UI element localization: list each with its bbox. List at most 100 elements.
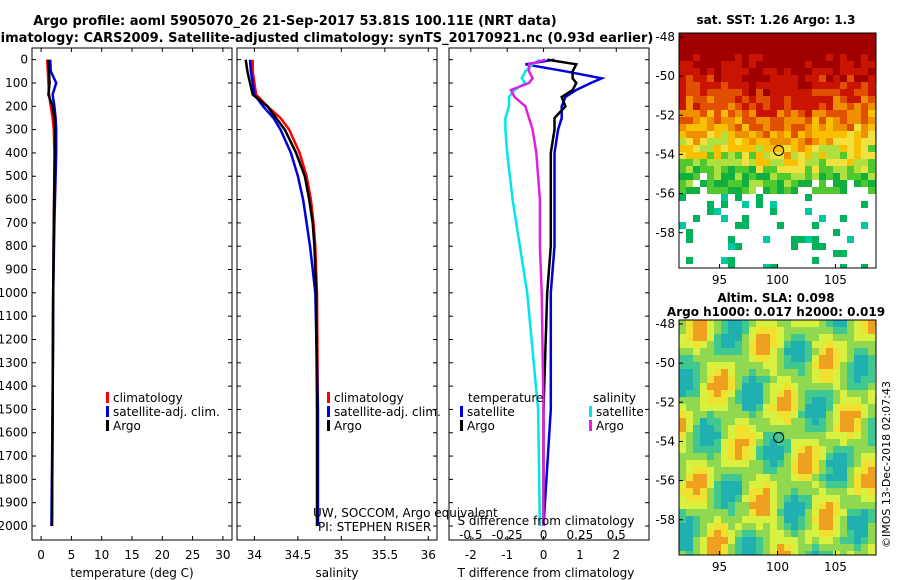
- map-cell: [679, 383, 686, 390]
- map-cell: [728, 383, 735, 390]
- map-cell: [686, 75, 693, 82]
- map-cell: [840, 82, 847, 89]
- map-cell: [861, 446, 868, 453]
- map-cell: [861, 208, 868, 215]
- map-cell: [805, 502, 812, 509]
- map-cell: [826, 523, 833, 530]
- map-cell: [847, 159, 854, 166]
- map-cell: [861, 390, 868, 397]
- map-cell: [763, 327, 770, 334]
- map-cell: [805, 201, 812, 208]
- map-cell: [707, 334, 714, 341]
- map-cell: [770, 446, 777, 453]
- map-cell: [714, 446, 721, 453]
- map-cell: [693, 236, 700, 243]
- map-cell: [763, 131, 770, 138]
- map-cell: [756, 110, 763, 117]
- map-cell: [707, 89, 714, 96]
- map-cell: [693, 523, 700, 530]
- map-cell: [805, 47, 812, 54]
- map-cell: [861, 124, 868, 131]
- map-cell: [749, 481, 756, 488]
- map-cell: [826, 96, 833, 103]
- map-y-tick-label: -48: [655, 317, 675, 331]
- map-cell: [742, 40, 749, 47]
- map-cell: [854, 376, 861, 383]
- map-cell: [763, 187, 770, 194]
- map-cell: [868, 68, 875, 75]
- map-cell: [742, 516, 749, 523]
- map-cell: [770, 425, 777, 432]
- map-cell: [812, 383, 819, 390]
- map-cell: [721, 138, 728, 145]
- series-line-argo: [47, 59, 57, 527]
- map-cell: [714, 33, 721, 40]
- map-cell: [784, 376, 791, 383]
- map-cell: [693, 362, 700, 369]
- map-cell: [812, 47, 819, 54]
- map-cell: [770, 495, 777, 502]
- map-cell: [763, 362, 770, 369]
- map-cell: [763, 159, 770, 166]
- map-cell: [833, 341, 840, 348]
- map-cell: [728, 544, 735, 551]
- map-cell: [693, 187, 700, 194]
- map-cell: [742, 453, 749, 460]
- map-x-tick-label: 105: [824, 273, 847, 287]
- map-cell: [749, 551, 756, 555]
- map-cell: [826, 103, 833, 110]
- map-cell: [784, 138, 791, 145]
- map-cell: [847, 124, 854, 131]
- map-cell: [707, 103, 714, 110]
- map-cell: [742, 138, 749, 145]
- map-cell: [833, 474, 840, 481]
- map-cell: [686, 341, 693, 348]
- depth-tick-label: 900: [5, 263, 28, 277]
- map-cell: [693, 544, 700, 551]
- map-cell: [749, 411, 756, 418]
- map-cell: [819, 467, 826, 474]
- map-cell: [868, 390, 875, 397]
- map-cell: [693, 502, 700, 509]
- map-cell: [812, 453, 819, 460]
- map-x-tick-label: 100: [766, 560, 789, 574]
- map-cell: [686, 152, 693, 159]
- map-cell: [812, 96, 819, 103]
- map-cell: [840, 495, 847, 502]
- map-cell: [819, 348, 826, 355]
- map-cell: [721, 47, 728, 54]
- map-cell: [826, 530, 833, 537]
- map-cell: [826, 509, 833, 516]
- map-cell: [721, 166, 728, 173]
- map-cell: [812, 103, 819, 110]
- map-cell: [812, 40, 819, 47]
- map-cell: [763, 47, 770, 54]
- map-cell: [791, 194, 798, 201]
- map-cell: [770, 145, 777, 152]
- series-line-s-satellite: [504, 58, 542, 527]
- map-cell: [812, 264, 819, 268]
- map-cell: [812, 530, 819, 537]
- map-cell: [728, 404, 735, 411]
- map-cell: [693, 54, 700, 61]
- map-cell: [742, 397, 749, 404]
- map-cell: [714, 110, 721, 117]
- map-cell: [728, 173, 735, 180]
- map-cell: [791, 411, 798, 418]
- map-cell: [700, 446, 707, 453]
- map-cell: [819, 509, 826, 516]
- map-cell: [798, 180, 805, 187]
- map-cell: [686, 509, 693, 516]
- map-cell: [700, 96, 707, 103]
- map-cell: [763, 530, 770, 537]
- legend-label-argo: Argo: [334, 419, 362, 433]
- map-cell: [700, 82, 707, 89]
- map-cell: [833, 138, 840, 145]
- map-cell: [819, 159, 826, 166]
- map-cell: [784, 509, 791, 516]
- map-cell: [854, 47, 861, 54]
- map-cell: [770, 159, 777, 166]
- depth-tick-label: 1700: [0, 449, 28, 463]
- map-cell: [847, 117, 854, 124]
- map-cell: [679, 145, 686, 152]
